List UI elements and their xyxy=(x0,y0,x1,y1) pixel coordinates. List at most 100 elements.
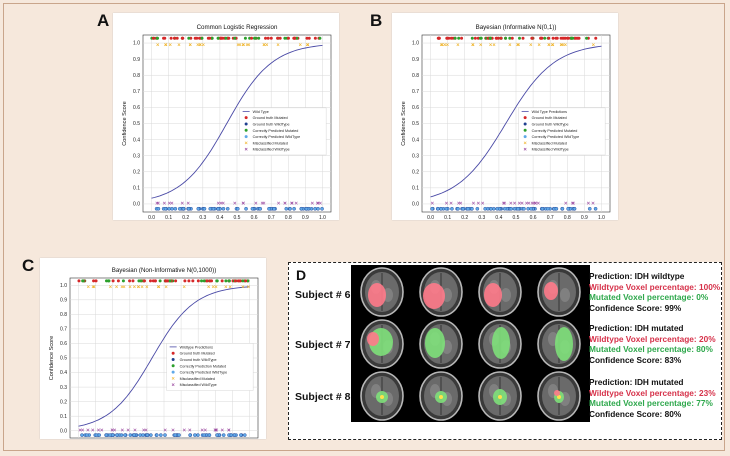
point-ground-truth-mutated xyxy=(264,36,268,40)
legend-marker xyxy=(523,147,527,151)
point-correct-wildtype xyxy=(554,206,559,211)
point-misclassified-wildtype xyxy=(591,201,595,205)
point-correct-wildtype xyxy=(119,433,124,437)
legend-label: Ground truth Mutated xyxy=(253,116,288,120)
point-correct-wildtype xyxy=(545,206,550,211)
point-correct-wildtype xyxy=(313,206,317,211)
point-misclassified-mutated xyxy=(563,43,567,47)
point-correct-wildtype xyxy=(502,206,507,211)
y-axis-label: Confidence Score xyxy=(401,101,407,145)
mri-slice-image xyxy=(537,371,581,421)
x-tick-label: 0.3 xyxy=(199,215,206,220)
point-correct-wildtype xyxy=(529,206,533,211)
point-misclassified-wildtype xyxy=(517,201,521,205)
mutated-percentage-text: Mutated Voxel percentage: 0% xyxy=(589,292,709,303)
point-correct-wildtype xyxy=(250,206,255,211)
point-misclassified-wildtype xyxy=(188,428,192,432)
point-misclassified-mutated xyxy=(164,43,167,47)
point-correct-mutated xyxy=(283,36,287,40)
point-misclassified-mutated xyxy=(207,285,211,289)
wildtype-percentage-text: Wildtype Voxel percentage: 20% xyxy=(589,333,716,344)
point-misclassified-mutated xyxy=(188,43,192,47)
legend-marker xyxy=(244,135,248,139)
point-misclassified-wildtype xyxy=(110,428,114,432)
point-correct-mutated xyxy=(453,36,457,40)
x-tick-label: 0.8 xyxy=(285,215,292,220)
point-misclassified-mutated xyxy=(245,43,249,47)
y-tick-label: 0.0 xyxy=(60,428,67,434)
point-correct-mutated xyxy=(585,36,589,40)
point-correct-wildtype xyxy=(94,433,99,437)
subject-label: Subject # 7 xyxy=(295,339,351,351)
point-correct-wildtype xyxy=(430,206,434,211)
point-misclassified-mutated xyxy=(224,285,228,289)
point-misclassified-mutated xyxy=(591,43,595,47)
point-correct-wildtype xyxy=(587,206,592,211)
point-misclassified-wildtype xyxy=(200,428,204,432)
x-tick-label: 0.8 xyxy=(564,215,571,220)
point-misclassified-mutated xyxy=(456,43,460,47)
y-tick-label: 0.5 xyxy=(133,121,140,127)
point-correct-wildtype xyxy=(211,206,216,211)
point-correct-mutated xyxy=(107,279,111,283)
point-misclassified-mutated xyxy=(305,43,309,47)
tumor-overlay-wildtype xyxy=(423,283,445,309)
confidence-score-text: Confidence Score: 99% xyxy=(589,302,682,313)
mri-slice xyxy=(469,317,531,370)
point-misclassified-mutated xyxy=(211,285,215,289)
legend-label: Correctly Prediction Mutated xyxy=(180,364,227,368)
brain-detail xyxy=(560,288,570,302)
panel-label-a: A xyxy=(97,11,110,30)
mri-slice xyxy=(528,317,590,370)
y-tick-label: 0.0 xyxy=(412,202,419,208)
y-tick-label: 0.4 xyxy=(133,137,140,143)
wildtype-percentage-text: Wildtype Voxel percentage: 100% xyxy=(589,281,721,292)
point-misclassified-mutated xyxy=(198,43,202,47)
legend-label: Misclassified WildType xyxy=(253,148,290,152)
point-ground-truth-mutated xyxy=(460,36,464,40)
point-misclassified-wildtype xyxy=(120,428,124,432)
chart-a: 0.0 0.1 0.2 0.3 0.4 0.5 0.6 0.7 0.8 0.9 1.0 0.0 0.1 0… xyxy=(113,13,339,220)
point-correct-wildtype xyxy=(512,206,517,211)
y-tick-label: 0.3 xyxy=(133,153,140,159)
point-correct-mutated xyxy=(508,36,512,40)
point-misclassified-wildtype xyxy=(471,201,475,205)
panel-label-c: C xyxy=(22,256,35,275)
point-correct-mutated xyxy=(158,279,162,283)
x-tick-label: 0.2 xyxy=(461,215,468,220)
x-tick-label: 0.7 xyxy=(268,215,275,220)
point-misclassified-mutated xyxy=(238,43,242,47)
y-tick-label: 0.2 xyxy=(412,169,419,175)
point-misclassified-wildtype xyxy=(509,201,513,205)
point-misclassified-mutated xyxy=(492,43,496,47)
point-misclassified-wildtype xyxy=(476,201,480,205)
legend-marker xyxy=(523,135,527,139)
subject-label: Subject # 8 xyxy=(295,391,351,403)
y-tick-label: 1.0 xyxy=(133,41,140,47)
mri-slice-image xyxy=(537,319,581,369)
point-ground-truth-mutated xyxy=(206,36,210,40)
point-misclassified-wildtype xyxy=(214,428,218,432)
y-tick-label: 0.1 xyxy=(412,186,419,192)
y-tick-label: 0.9 xyxy=(412,57,419,63)
y-tick-label: 0.9 xyxy=(60,298,67,304)
point-misclassified-mutated xyxy=(306,43,310,47)
point-ground-truth-mutated xyxy=(495,36,499,40)
point-misclassified-wildtype xyxy=(227,428,231,432)
point-misclassified-wildtype xyxy=(180,201,184,205)
point-correct-wildtype xyxy=(132,433,137,437)
mri-slice xyxy=(528,369,590,422)
legend-label: Misclassified Mutated xyxy=(532,141,567,145)
point-correct-mutated xyxy=(241,279,245,283)
point-correct-wildtype xyxy=(439,206,443,211)
prediction-curve xyxy=(151,44,323,199)
point-correct-wildtype xyxy=(104,433,109,437)
point-ground-truth-mutated xyxy=(551,36,555,40)
point-ground-truth-mutated xyxy=(530,36,534,40)
point-misclassified-wildtype xyxy=(481,201,485,205)
legend-label: Misclassified Mutated xyxy=(253,141,288,145)
point-correct-wildtype xyxy=(229,433,234,437)
x-tick-label: 0.3 xyxy=(478,215,485,220)
point-correct-wildtype xyxy=(208,206,213,211)
tumor-core xyxy=(439,395,443,399)
